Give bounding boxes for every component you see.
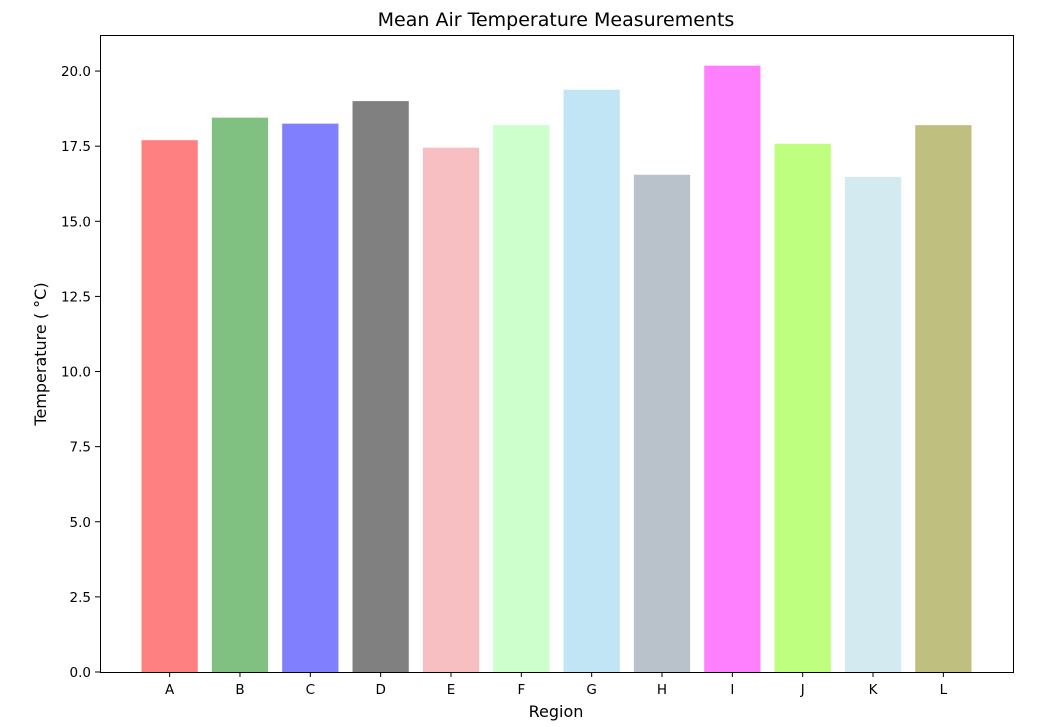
x-tick-label-D: D [375, 682, 385, 698]
x-axis-label: Region [529, 702, 584, 721]
x-tick-label-C: C [306, 682, 315, 698]
y-tick-label: 15.0 [61, 214, 91, 230]
bar-B [211, 117, 269, 672]
x-tick-label-G: G [586, 682, 596, 698]
bar-I [704, 65, 761, 672]
x-tick-label-L: L [940, 682, 948, 698]
x-tick-label-F: F [517, 682, 525, 698]
x-tick-label-I: I [730, 682, 734, 698]
y-tick-label: 12.5 [61, 289, 91, 305]
x-tick-label-K: K [869, 682, 879, 698]
bar-H [633, 174, 691, 672]
y-tick-label: 0.0 [70, 665, 91, 681]
bar-G [563, 89, 620, 672]
x-tick-label-A: A [165, 682, 175, 698]
y-tick-label: 7.5 [70, 440, 91, 456]
bars-group [141, 65, 972, 673]
bar-A [141, 140, 198, 673]
bar-L [915, 125, 972, 672]
y-axis: 0.0 2.5 5.0 7.5 10.0 12.5 15.0 17.5 20.0 [61, 64, 100, 681]
y-tick-label: 10.0 [61, 365, 91, 381]
bar-K [844, 176, 902, 672]
plot-frame [100, 35, 1014, 673]
bar-D [352, 101, 409, 673]
y-tick-label: 17.5 [61, 139, 91, 155]
bar-J [774, 143, 831, 672]
y-axis-label: Temperature ( °C) [31, 282, 50, 426]
chart-title: Mean Air Temperature Measurements [378, 9, 735, 31]
x-tick-label-H: H [657, 682, 667, 698]
x-tick-label-E: E [447, 682, 456, 698]
x-tick-label-B: B [235, 682, 244, 698]
x-tick-label-J: J [800, 682, 805, 698]
bar-F [493, 125, 550, 672]
bar-E [422, 147, 480, 672]
x-axis: A B C D E F G H I J K L [165, 672, 948, 698]
y-tick-label: 5.0 [70, 515, 91, 531]
y-tick-label: 20.0 [61, 64, 91, 80]
y-tick-label: 2.5 [70, 590, 91, 606]
bar-C [282, 123, 339, 672]
